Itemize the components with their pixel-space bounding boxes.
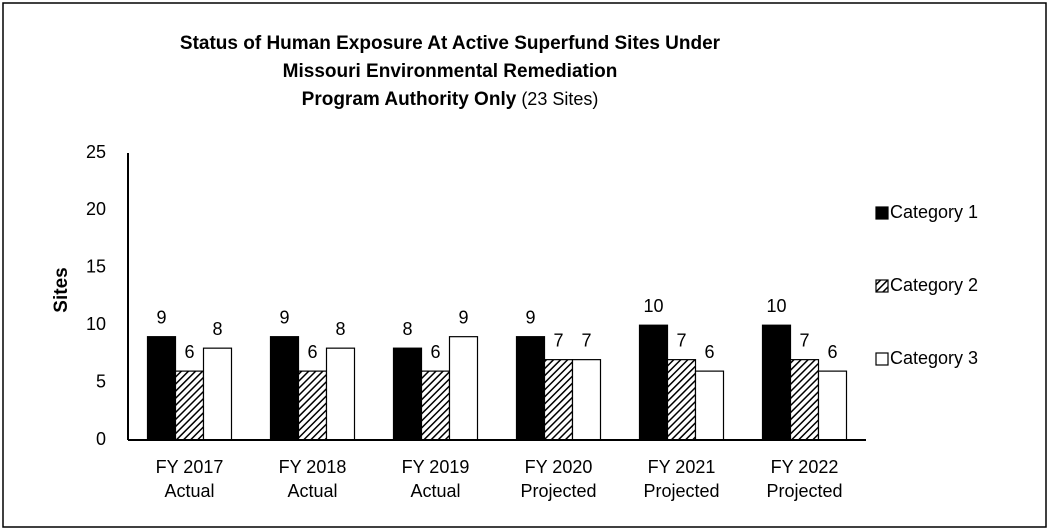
chart-title: Status of Human Exposure At Active Super… (180, 33, 721, 54)
bar (666, 359, 697, 441)
chart-subtitle: (23 Sites) (521, 89, 598, 109)
data-label: 10 (766, 296, 786, 316)
x-tick-label: Actual (164, 481, 214, 501)
data-label: 8 (335, 319, 345, 339)
data-label: 7 (581, 330, 591, 350)
data-label: 9 (279, 307, 289, 327)
bar (571, 359, 602, 441)
x-tick-label: FY 2019 (402, 457, 470, 477)
data-label: 9 (525, 307, 535, 327)
bar (174, 370, 205, 441)
legend-swatch (875, 352, 889, 366)
chart-title: Program Authority Only (23 Sites) (302, 89, 599, 110)
bar (269, 336, 300, 441)
y-axis-label: Sites (51, 267, 72, 312)
y-tick-label: 10 (86, 314, 106, 334)
legend-label: Category 1 (890, 202, 978, 222)
y-tick-label: 0 (96, 429, 106, 449)
legend-label: Category 3 (890, 348, 978, 368)
x-tick-label: Projected (643, 481, 719, 501)
chart-title: Missouri Environmental Remediation (283, 61, 618, 82)
chart-title: Program Authority Only (302, 89, 517, 110)
bar (146, 336, 177, 441)
data-label: 9 (458, 307, 468, 327)
x-tick-label: FY 2022 (771, 457, 839, 477)
legend-swatch (875, 279, 889, 293)
x-tick-label: Projected (520, 481, 596, 501)
y-tick-label: 25 (86, 142, 106, 162)
data-label: 8 (212, 319, 222, 339)
data-label: 9 (156, 307, 166, 327)
bar (543, 359, 574, 441)
bar (761, 324, 792, 441)
data-label: 7 (553, 330, 563, 350)
y-tick-label: 15 (86, 257, 106, 277)
y-tick-label: 5 (96, 371, 106, 391)
data-label: 7 (676, 330, 686, 350)
data-label: 6 (704, 342, 714, 362)
bar (325, 347, 356, 441)
data-label: 6 (827, 342, 837, 362)
y-tick-label: 20 (86, 199, 106, 219)
x-tick-label: FY 2021 (648, 457, 716, 477)
bar (638, 324, 669, 441)
bar (392, 347, 423, 441)
data-label: 6 (430, 342, 440, 362)
data-label: 10 (643, 296, 663, 316)
bar (515, 336, 546, 441)
data-label: 8 (402, 319, 412, 339)
data-label: 7 (799, 330, 809, 350)
bar (297, 370, 328, 441)
legend-label: Category 2 (890, 275, 978, 295)
data-label: 6 (307, 342, 317, 362)
legend-swatch (875, 206, 889, 220)
bar (420, 370, 451, 441)
x-tick-label: FY 2017 (156, 457, 224, 477)
bar (817, 370, 848, 441)
x-tick-label: Projected (766, 481, 842, 501)
x-tick-label: Actual (410, 481, 460, 501)
x-tick-label: Actual (287, 481, 337, 501)
bar (448, 336, 479, 441)
bar (789, 359, 820, 441)
data-label: 6 (184, 342, 194, 362)
bar (694, 370, 725, 441)
bar (202, 347, 233, 441)
x-tick-label: FY 2020 (525, 457, 593, 477)
x-tick-label: FY 2018 (279, 457, 347, 477)
